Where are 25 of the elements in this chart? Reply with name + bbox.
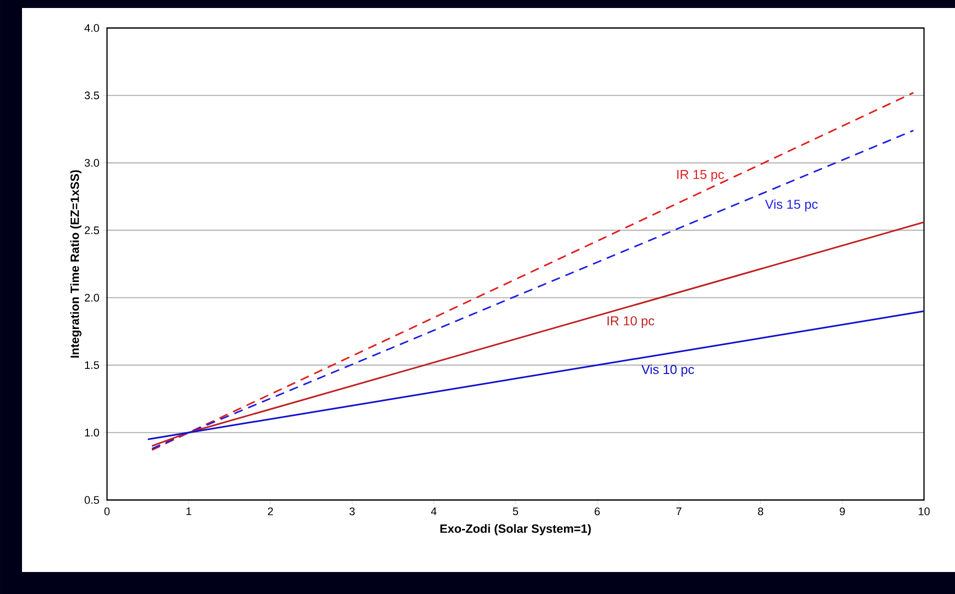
series-label: Vis 15 pc <box>765 199 818 212</box>
x-tick-label: 10 <box>918 508 930 516</box>
y-tick-label: 2.0 <box>84 294 100 302</box>
y-tick-label: 2.5 <box>84 226 100 234</box>
x-tick-label: 6 <box>594 508 600 516</box>
x-tick-label: 2 <box>268 508 273 516</box>
x-tick-label: 7 <box>676 508 682 516</box>
series-label: IR 10 pc <box>608 316 654 328</box>
y-tick-label: 1.5 <box>85 361 100 369</box>
y-tick-label: 4.0 <box>84 24 100 32</box>
series-label: Vis 10 pc <box>641 364 694 377</box>
series-label: IR 15 pc <box>677 170 724 182</box>
x-tick-label: 3 <box>349 508 355 516</box>
y-tick-label: 1.0 <box>85 428 100 436</box>
y-tick-label: 0.5 <box>84 496 100 504</box>
x-tick-label: 9 <box>840 508 845 516</box>
x-axis-title: Exo-Zodi (Solar System=1) <box>440 524 591 536</box>
x-tick-label: 4 <box>431 508 437 516</box>
y-tick-label: 3.5 <box>84 92 100 100</box>
y-tick-label: 3.0 <box>84 158 100 167</box>
x-tick-label: 1 <box>186 508 192 516</box>
x-tick-label: 8 <box>758 508 764 516</box>
x-tick-label: 5 <box>512 508 518 516</box>
x-tick-label: 0 <box>104 508 110 516</box>
y-axis-title: Integration Time Ratio (EZ=1xSS) <box>70 170 82 358</box>
